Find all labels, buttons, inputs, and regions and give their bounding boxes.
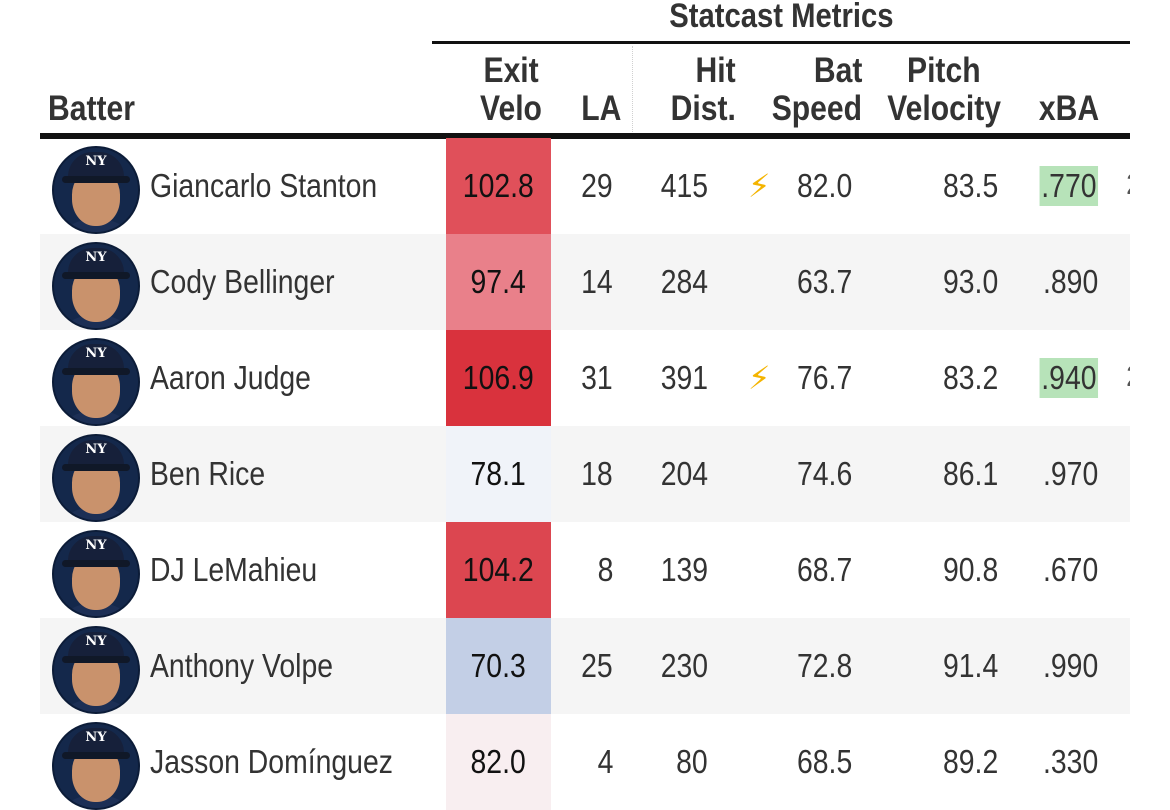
exit-velo-cell: 82.0 [446, 714, 551, 810]
table-row: NY Jasson Domínguez 82.0 4 80 68.5 89.2 … [40, 714, 1130, 810]
launch-angle-cell: 18 [581, 455, 613, 492]
spanner-rule [432, 41, 1130, 44]
pitch-velocity-cell: 83.2 [942, 359, 998, 396]
bat-speed-cell: 74.6 [796, 455, 852, 492]
column-header-bat-speed: Bat Speed [771, 51, 862, 128]
exit-velo-cell: 104.2 [446, 522, 551, 618]
hit-distance-cell: 415 [660, 167, 708, 204]
launch-angle-cell: 4 [597, 743, 613, 780]
xba-cell: .330 [1042, 743, 1098, 780]
pitch-velocity-cell: 89.2 [942, 743, 998, 780]
xba-cell: .670 [1042, 551, 1098, 588]
xba-cell: .970 [1042, 455, 1098, 492]
table-row: NY Giancarlo Stanton 102.8 29 415 ⚡ 82.0… [40, 138, 1130, 234]
player-avatar: NY [52, 626, 140, 714]
launch-angle-cell: 29 [581, 167, 613, 204]
exit-velo-cell: 102.8 [446, 138, 551, 234]
table-row: NY Anthony Volpe 70.3 25 230 72.8 91.4 .… [40, 618, 1130, 714]
clipped-cell-edge: 2 [1126, 168, 1130, 202]
batter-name: Aaron Judge [150, 359, 311, 396]
table-row: NY DJ LeMahieu 104.2 8 139 68.7 90.8 .67… [40, 522, 1130, 618]
hit-distance-cell: 80 [676, 743, 708, 780]
launch-angle-cell: 25 [581, 647, 613, 684]
hit-distance-cell: 391 [660, 359, 708, 396]
xba-cell: .770 [1039, 166, 1099, 206]
exit-velo-cell: 106.9 [446, 330, 551, 426]
batter-name: Ben Rice [150, 455, 266, 492]
hit-distance-cell: 230 [660, 647, 708, 684]
bat-speed-cell: 76.7 [796, 359, 852, 396]
spanner-label: Statcast Metrics [668, 0, 894, 35]
player-avatar: NY [52, 434, 140, 522]
hit-distance-cell: 139 [660, 551, 708, 588]
top-fade [0, 0, 420, 40]
player-avatar: NY [52, 722, 140, 810]
clipped-cell-edge: 2 [1126, 360, 1130, 394]
xba-cell: .940 [1039, 358, 1099, 398]
table-row: NY Cody Bellinger 97.4 14 284 63.7 93.0 … [40, 234, 1130, 330]
column-header-la: LA [581, 89, 622, 128]
table-row: NY Ben Rice 78.1 18 204 74.6 86.1 .970 [40, 426, 1130, 522]
bat-speed-cell: 63.7 [796, 263, 852, 300]
header-rule [40, 133, 1130, 139]
player-avatar: NY [52, 338, 140, 426]
column-header-xba: xBA [1038, 89, 1100, 128]
pitch-velocity-cell: 91.4 [942, 647, 998, 684]
batter-name: Giancarlo Stanton [150, 167, 378, 204]
bat-speed-cell: 72.8 [796, 647, 852, 684]
batter-name: DJ LeMahieu [150, 551, 318, 588]
table-row: NY Aaron Judge 106.9 31 391 ⚡ 76.7 83.2 … [40, 330, 1130, 426]
bat-speed-cell: 82.0 [796, 167, 852, 204]
bat-speed-cell: 68.7 [796, 551, 852, 588]
column-header-batter: Batter [48, 89, 135, 128]
launch-angle-cell: 14 [581, 263, 613, 300]
exit-velo-cell: 97.4 [446, 234, 551, 330]
exit-velo-cell: 70.3 [446, 618, 551, 714]
pitch-velocity-cell: 83.5 [942, 167, 998, 204]
column-header-exit-velo: Exit Velo [480, 51, 542, 128]
bat-speed-cell: 68.5 [796, 743, 852, 780]
pitch-velocity-cell: 93.0 [942, 263, 998, 300]
lightning-bolt-icon: ⚡ [748, 360, 771, 396]
pitch-velocity-cell: 90.8 [942, 551, 998, 588]
lightning-bolt-icon: ⚡ [748, 168, 771, 204]
launch-angle-cell: 31 [581, 359, 613, 396]
pitch-velocity-cell: 86.1 [942, 455, 998, 492]
hit-distance-cell: 284 [660, 263, 708, 300]
player-avatar: NY [52, 530, 140, 618]
statcast-spanner: Statcast Metrics [432, 0, 1130, 42]
exit-velo-cell: 78.1 [446, 426, 551, 522]
launch-angle-cell: 8 [597, 551, 613, 588]
player-avatar: NY [52, 146, 140, 234]
batter-name: Anthony Volpe [150, 647, 334, 684]
xba-cell: .990 [1042, 647, 1098, 684]
hit-distance-cell: 204 [660, 455, 708, 492]
xba-cell: .890 [1042, 263, 1098, 300]
column-header-pitch-velocity: Pitch Velocity [887, 51, 1001, 128]
player-avatar: NY [52, 242, 140, 330]
batter-name: Jasson Domínguez [150, 743, 393, 780]
column-header-hit-dist: Hit Dist. [670, 51, 736, 128]
column-divider [632, 46, 633, 134]
batter-name: Cody Bellinger [150, 263, 335, 300]
